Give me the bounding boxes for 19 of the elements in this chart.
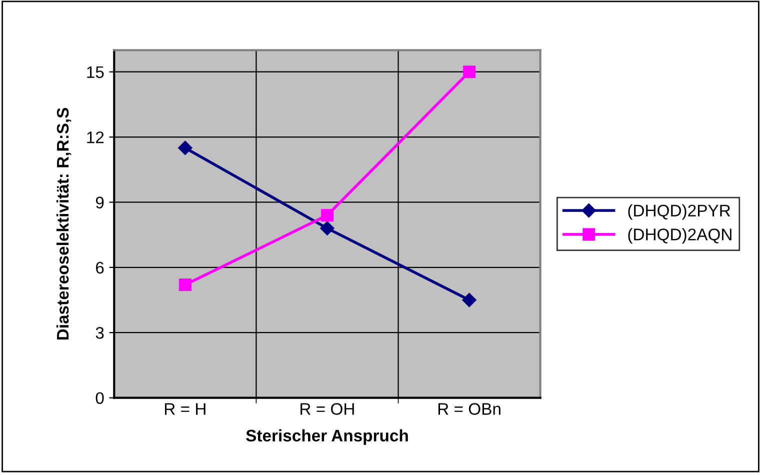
point [178, 140, 192, 155]
x-tick-label: R = OBn [438, 403, 500, 415]
y-tick-label: 3 [96, 327, 104, 339]
y-tick-label: 0 [96, 392, 104, 404]
x-tick-label: R = OH [300, 403, 354, 415]
y-tick-label: 9 [96, 196, 104, 208]
point [178, 278, 192, 292]
legend-label: (DHQD)2PYR [628, 204, 730, 220]
point [462, 292, 476, 308]
y-axis-title: Diastereoselektivität: R,R:S,S [56, 108, 72, 340]
x-axis-title: Sterischer Anspruch [246, 429, 408, 445]
y-tick-label: 6 [96, 262, 104, 274]
point [463, 66, 476, 78]
point [320, 221, 334, 236]
legend-label: (DHQD)2AQN [628, 228, 732, 244]
x-tick-label: R = H [165, 403, 206, 415]
point [320, 209, 334, 222]
y-tick-label: 15 [87, 66, 104, 78]
y-tick-label: 12 [87, 131, 104, 144]
